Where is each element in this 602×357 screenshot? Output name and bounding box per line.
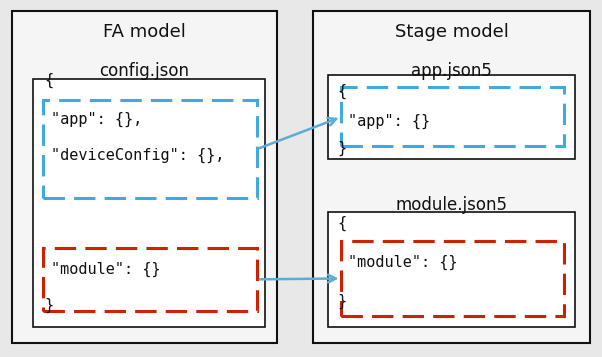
Text: "module": {}: "module": {} — [348, 255, 458, 270]
Text: }: } — [337, 294, 346, 309]
Text: }: } — [44, 298, 53, 313]
Text: config.json: config.json — [99, 62, 190, 80]
Bar — [43, 100, 257, 198]
Bar — [43, 248, 257, 311]
Bar — [12, 11, 277, 343]
Text: "module": {}: "module": {} — [51, 262, 161, 277]
Bar — [341, 241, 564, 316]
Text: module.json5: module.json5 — [396, 196, 507, 214]
Text: "app": {},: "app": {}, — [51, 112, 143, 127]
Text: FA model: FA model — [103, 23, 186, 41]
Text: app.json5: app.json5 — [411, 62, 492, 80]
Text: {: { — [44, 73, 53, 88]
Bar — [328, 75, 575, 159]
Text: "app": {}: "app": {} — [348, 114, 430, 129]
Bar — [341, 87, 564, 146]
Text: "deviceConfig": {},: "deviceConfig": {}, — [51, 148, 225, 163]
Text: {: { — [337, 216, 346, 231]
Text: {: { — [337, 84, 346, 99]
Bar — [313, 11, 590, 343]
Text: }: } — [337, 141, 346, 156]
Bar — [33, 79, 265, 327]
Bar — [328, 212, 575, 327]
Text: Stage model: Stage model — [394, 23, 509, 41]
